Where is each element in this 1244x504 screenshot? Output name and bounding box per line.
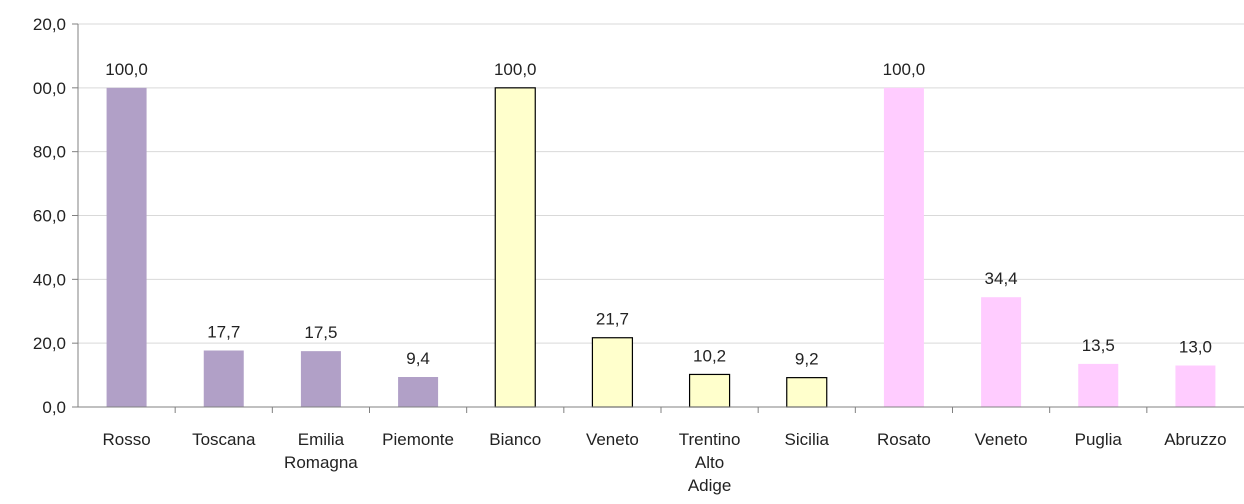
data-label: 17,7 [207,323,240,342]
category-label: Bianco [489,430,541,449]
bar [591,337,634,408]
category-label: Sicilia [785,430,830,449]
bar [1175,365,1216,407]
bar [786,377,828,408]
bar [203,350,244,407]
data-label: 100,0 [105,60,148,79]
y-tick-label: 80,0 [33,143,66,162]
y-tick-label: 40,0 [33,270,66,289]
y-tick-label: 60,0 [33,207,66,226]
y-tick-label: 20,0 [33,334,66,353]
category-label: Rosso [102,430,150,449]
bar [494,87,536,408]
data-label: 100,0 [494,60,537,79]
bar [981,297,1022,407]
data-label: 100,0 [883,60,926,79]
y-tick-label: 00,0 [33,79,66,98]
bars [106,87,1216,408]
y-tick-label: 0,0 [42,398,66,417]
data-label: 34,4 [985,269,1018,288]
category-label: Toscana [192,430,256,449]
category-label: Trentino Alto Adige [679,430,741,495]
category-label: Abruzzo [1164,430,1226,449]
category-label: Piemonte [382,430,454,449]
data-label: 13,0 [1179,338,1212,357]
data-label: 13,5 [1082,336,1115,355]
bar [688,373,731,408]
category-label: Veneto [975,430,1028,449]
bar [300,351,341,407]
bar [883,87,924,407]
y-tick-label: 20,0 [33,15,66,34]
data-label: 21,7 [596,310,629,329]
category-label: Puglia [1075,430,1123,449]
data-label: 9,4 [406,349,430,368]
data-labels: 100,0 17,7 17,5 9,4 100,0 21,7 10,2 9,2 100,0 34,… [105,60,1212,369]
category-label: Emilia Romagna [284,430,358,472]
bar [398,376,439,407]
x-axis: Rosso Toscana Emilia Romagna Piemonte Bianco V… [78,406,1244,495]
gridlines [78,23,1244,344]
y-axis: 0,0 20,0 40,0 60,0 80,0 00,0 20,0 [33,15,79,417]
category-label: Veneto [586,430,639,449]
data-label: 9,2 [795,350,819,369]
bar [106,87,147,407]
data-label: 17,5 [304,323,337,342]
bar [1078,363,1119,407]
category-label: Rosato [877,430,931,449]
data-label: 10,2 [693,346,726,365]
